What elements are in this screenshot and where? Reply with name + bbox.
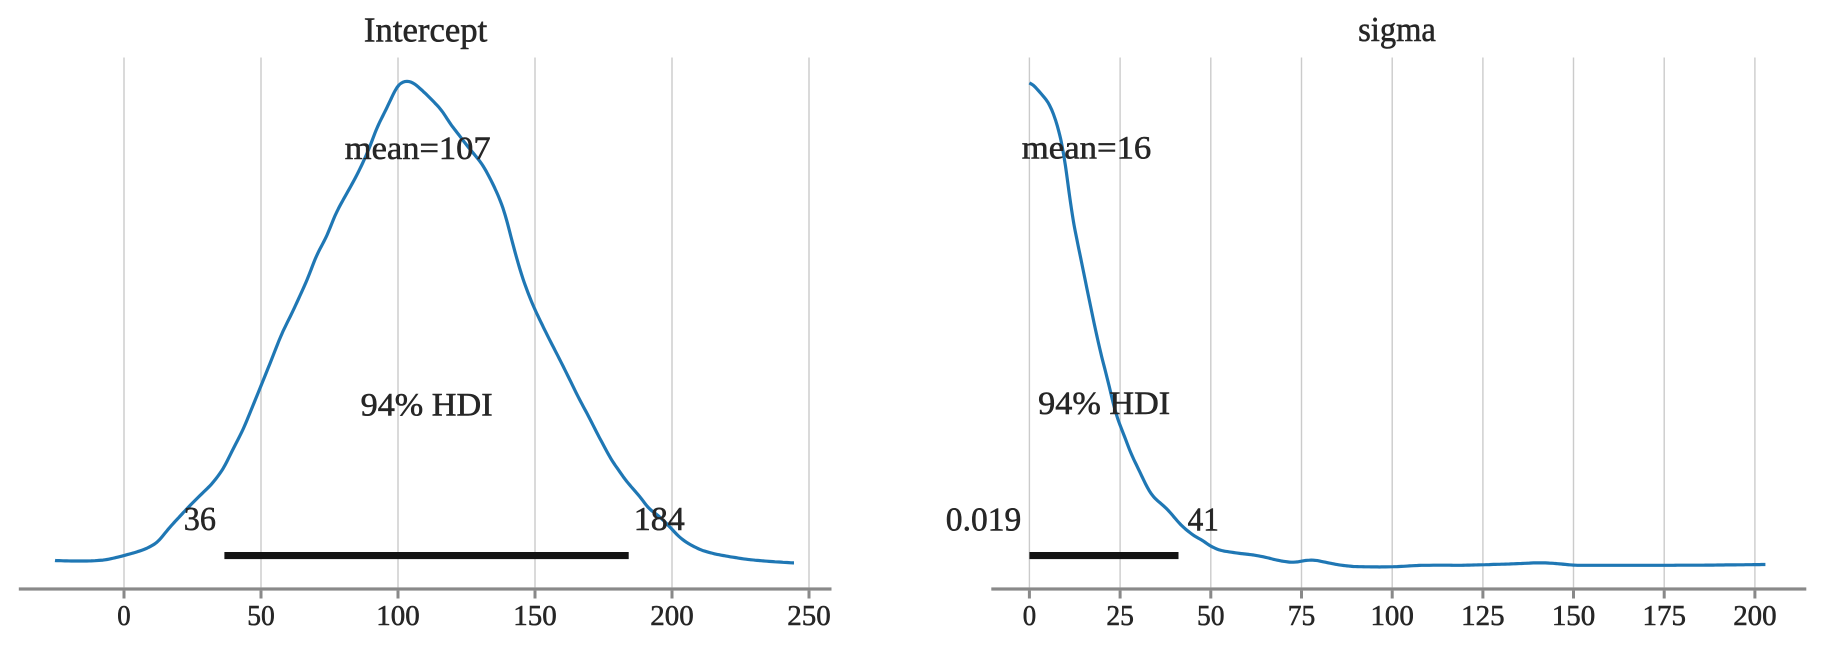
svg-text:sigma: sigma (1358, 11, 1436, 49)
svg-text:250: 250 (787, 601, 830, 632)
svg-text:184: 184 (634, 501, 685, 538)
svg-text:175: 175 (1643, 601, 1686, 632)
svg-text:150: 150 (1552, 601, 1595, 632)
svg-text:94% HDI: 94% HDI (1038, 386, 1170, 422)
svg-text:125: 125 (1461, 601, 1504, 632)
svg-text:50: 50 (1197, 601, 1225, 632)
svg-text:36: 36 (184, 501, 216, 538)
svg-text:Intercept: Intercept (364, 12, 488, 50)
svg-text:0: 0 (1023, 601, 1036, 632)
svg-text:0: 0 (117, 601, 130, 632)
svg-text:100: 100 (376, 601, 419, 632)
svg-text:50: 50 (247, 601, 275, 632)
svg-text:75: 75 (1288, 601, 1316, 632)
svg-text:200: 200 (650, 601, 693, 632)
svg-text:100: 100 (1370, 601, 1413, 632)
svg-text:150: 150 (513, 601, 556, 632)
svg-text:200: 200 (1733, 601, 1776, 632)
svg-text:0.019: 0.019 (946, 502, 1022, 539)
svg-text:41: 41 (1188, 502, 1219, 539)
svg-text:25: 25 (1106, 601, 1134, 632)
svg-text:mean=107: mean=107 (345, 131, 491, 167)
svg-text:94% HDI: 94% HDI (361, 387, 493, 423)
svg-text:mean=16: mean=16 (1022, 131, 1152, 167)
